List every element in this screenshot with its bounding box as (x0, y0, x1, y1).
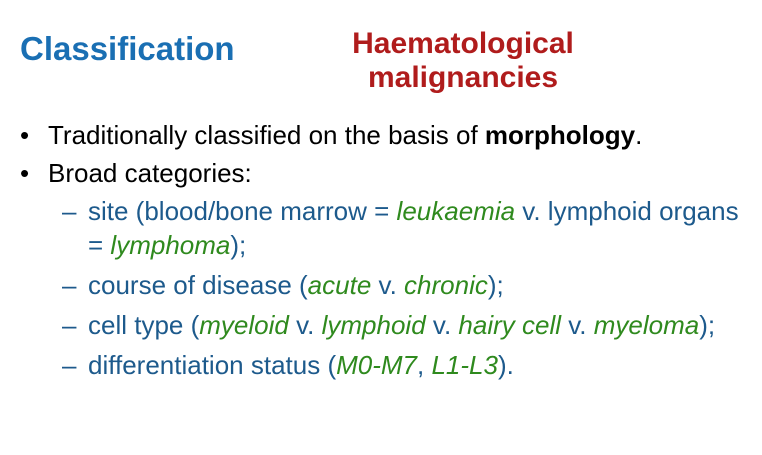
sub-bullet-item: – cell type (myeloid v. lymphoid v. hair… (62, 308, 750, 342)
bullet-list: • Traditionally classified on the basis … (20, 118, 750, 388)
bullet-dot-icon: • (20, 158, 30, 188)
dash-icon: – (62, 196, 77, 226)
text-run: differentiation status ( (88, 350, 337, 380)
text-run: ); (487, 270, 504, 300)
subtitle-line-2: malignancies (367, 61, 559, 94)
dash-icon: – (62, 310, 77, 340)
dash-icon: – (62, 350, 77, 380)
bullet-item: • Broad categories: (20, 156, 750, 190)
text-run-italic: L1-L3 (431, 350, 498, 380)
text-run-italic: hairy cell (458, 310, 562, 340)
text-run: . (635, 120, 643, 150)
bullet-dot-icon: • (20, 120, 30, 150)
text-run-italic: acute (307, 270, 372, 300)
bullet-item: • Traditionally classified on the basis … (20, 118, 750, 152)
dash-icon: – (62, 270, 77, 300)
sub-bullet-item: – course of disease (acute v. chronic); (62, 268, 750, 302)
text-run: v. (425, 310, 459, 340)
text-run: Traditionally classified on the basis of (48, 120, 485, 150)
bullet-text: Broad categories: (48, 158, 252, 188)
sub-bullet-text: site (blood/bone marrow = leukaemia v. l… (88, 194, 750, 262)
subtitle-line-1: Haematological (352, 27, 574, 60)
text-run: v. (288, 310, 322, 340)
text-run-italic: leukaemia (396, 196, 516, 226)
sub-bullet-text: course of disease (acute v. chronic); (88, 268, 750, 302)
text-run-italic: chronic (404, 270, 488, 300)
text-run-italic: myeloma (593, 310, 700, 340)
text-run: , (417, 350, 432, 380)
text-run-bold: morphology (484, 120, 636, 150)
sub-bullet-item: – site (blood/bone marrow = leukaemia v.… (62, 194, 750, 262)
text-run-italic: M0-M7 (336, 350, 418, 380)
text-run-italic: lymphoid (321, 310, 426, 340)
slide-subtitle: Haematological malignancies (298, 27, 628, 95)
text-run: v. lymphoid organs = (88, 196, 739, 260)
text-run: course of disease ( (88, 270, 308, 300)
text-run: cell type ( (88, 310, 200, 340)
bullet-text: Traditionally classified on the basis of… (48, 118, 750, 152)
sub-bullet-item: – differentiation status (M0-M7, L1-L3). (62, 348, 750, 382)
text-run: ); (699, 310, 716, 340)
text-run-italic: myeloid (199, 310, 289, 340)
text-run: site (blood/bone marrow = (88, 196, 397, 226)
text-run: v. (371, 270, 405, 300)
sub-bullet-text: differentiation status (M0-M7, L1-L3). (88, 348, 750, 382)
text-run-italic: lymphoma (110, 230, 231, 260)
slide-title: Classification (20, 30, 235, 67)
text-run: v. (561, 310, 594, 340)
text-run: ); (230, 230, 247, 260)
text-run: ). (497, 350, 514, 380)
sub-bullet-text: cell type (myeloid v. lymphoid v. hairy … (88, 308, 750, 342)
